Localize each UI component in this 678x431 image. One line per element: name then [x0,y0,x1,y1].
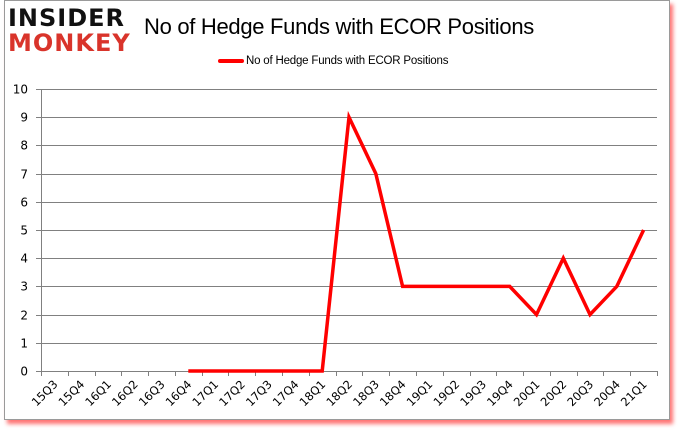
x-tick-label: 21Q1 [618,377,650,409]
chart-title: No of Hedge Funds with ECOR Positions [144,14,534,39]
chart-legend: No of Hedge Funds with ECOR Positions [218,53,448,69]
y-tick-label: 9 [20,111,28,125]
y-tick-label: 3 [20,280,28,294]
x-tick-label: 18Q2 [323,377,355,409]
x-tick-label: 15Q3 [29,377,61,409]
series-line [188,110,646,373]
insider-monkey-logo: INSIDER MONKEY [8,4,131,57]
x-tick-label: 16Q4 [163,377,195,409]
x-tick-label: 19Q1 [404,377,436,409]
y-axis-tick-labels: 0 1 2 3 4 5 6 7 8 9 10 [13,83,28,379]
x-tick-label: 16Q2 [109,377,141,409]
x-tick-label: 19Q4 [484,377,516,409]
legend-swatch-line-icon [218,59,244,63]
x-tick-label: 20Q4 [591,377,623,409]
x-tick-label: 19Q3 [457,377,489,409]
y-tick-label: 2 [20,309,28,323]
x-tick-label: 16Q1 [82,377,114,409]
axes [41,89,658,376]
y-tick-label: 7 [20,168,28,182]
x-tick-label: 19Q2 [430,377,462,409]
legend-label: No of Hedge Funds with ECOR Positions [246,55,449,67]
logo-line-monkey: MONKEY [8,29,131,57]
gridlines [36,89,657,372]
y-tick-label: 5 [20,224,28,238]
y-tick-label: 6 [20,196,28,210]
y-tick-label: 0 [20,365,28,379]
x-axis-tick-labels: 15Q315Q416Q116Q216Q316Q417Q117Q217Q317Q4… [29,377,650,409]
x-tick-label: 15Q4 [55,377,87,409]
x-tick-label: 20Q1 [511,377,543,409]
chart-frame [4,0,670,420]
x-tick-label: 17Q4 [270,377,302,409]
y-tick-label: 10 [13,83,28,97]
x-tick-label: 20Q3 [564,377,596,409]
y-tick-label: 1 [20,337,28,351]
x-tick-label: 17Q2 [216,377,248,409]
y-tick-label: 4 [20,252,28,266]
x-tick-label: 18Q1 [297,377,329,409]
x-tick-label: 18Q4 [377,377,409,409]
data-series [188,110,646,373]
x-tick-label: 17Q1 [189,377,221,409]
x-tick-label: 16Q3 [136,377,168,409]
x-tick-label: 20Q2 [538,377,570,409]
y-tick-label: 8 [20,139,28,153]
x-tick-label: 18Q3 [350,377,382,409]
x-tick-label: 17Q3 [243,377,275,409]
logo-line-insider: INSIDER [8,4,126,32]
